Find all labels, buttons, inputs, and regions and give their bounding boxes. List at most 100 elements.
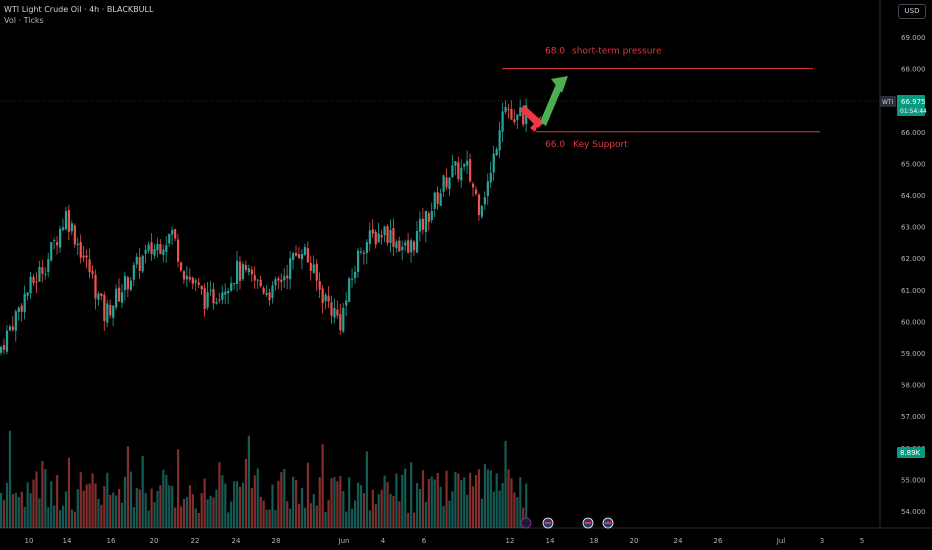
candle-body xyxy=(156,244,159,251)
candle-body xyxy=(413,241,416,251)
volume-bar xyxy=(56,475,59,528)
time-tick-label: 6 xyxy=(422,537,427,545)
volume-bar xyxy=(171,486,174,528)
candle-body xyxy=(345,300,348,306)
candle-body xyxy=(292,253,295,260)
candle-body xyxy=(362,252,366,255)
price-tick-label: 64.000 xyxy=(901,192,926,200)
volume-bar xyxy=(519,477,522,528)
volume-bar xyxy=(14,492,17,528)
candle-body xyxy=(238,261,242,281)
price-tick-label: 66.000 xyxy=(901,129,926,137)
volume-bar xyxy=(224,483,227,528)
time-tick-label: 18 xyxy=(590,537,599,545)
volume-bar xyxy=(265,509,268,528)
volume-bar xyxy=(250,487,253,528)
volume-bar xyxy=(525,483,528,528)
event-markers xyxy=(520,517,614,529)
candle-body xyxy=(480,206,484,217)
volume-bar xyxy=(513,492,516,528)
down-arrow-head xyxy=(530,115,542,132)
volume-bar xyxy=(100,504,103,528)
candle-body xyxy=(123,275,127,291)
currency-button[interactable]: USD xyxy=(898,4,926,19)
candle-body xyxy=(215,301,218,304)
volume-bar xyxy=(507,469,510,528)
volume-bar xyxy=(380,489,383,528)
candle-body xyxy=(336,309,339,316)
volume-bar xyxy=(174,507,177,528)
volume-bar xyxy=(522,507,525,528)
time-tick-label: 26 xyxy=(714,537,723,545)
candle-body xyxy=(371,229,374,234)
volume-bar xyxy=(200,493,203,528)
price-tick-label: 68.000 xyxy=(901,66,926,74)
volume-indicator-label[interactable]: Vol · Ticks xyxy=(4,16,44,25)
candle-body xyxy=(498,130,501,151)
volume-bar xyxy=(53,505,56,528)
volume-bar xyxy=(141,456,144,528)
candle-body xyxy=(463,164,466,167)
candle-body xyxy=(106,303,109,323)
volume-bar xyxy=(191,494,194,528)
candle-body xyxy=(427,213,430,222)
candle-body xyxy=(250,269,253,275)
dividend-event-icon[interactable] xyxy=(520,517,532,529)
volume-tag-bg xyxy=(897,447,925,458)
candle-body xyxy=(67,210,71,232)
candle-body xyxy=(330,302,333,316)
time-tick-label: 24 xyxy=(674,537,683,545)
candle-body xyxy=(174,229,177,239)
volume-bar xyxy=(483,463,486,528)
volume-bar xyxy=(510,478,513,528)
volume-bar xyxy=(300,488,304,528)
candle-body xyxy=(200,285,203,290)
candle-body xyxy=(354,271,357,279)
candle-body xyxy=(374,231,377,245)
volume-bar xyxy=(44,468,47,528)
candle-body xyxy=(100,293,103,297)
candle-body xyxy=(236,260,239,284)
time-tick-label: 14 xyxy=(546,537,555,545)
symbol-title[interactable]: WTI Light Crude Oil · 4h · BLACKBULL xyxy=(4,5,154,14)
volume-bar xyxy=(8,430,12,528)
candle-body xyxy=(118,287,121,302)
volume-bar xyxy=(289,508,292,528)
candle-body xyxy=(218,299,221,301)
candle-body xyxy=(197,282,200,285)
candle-body xyxy=(407,240,410,253)
line-annotation-text: Key Support xyxy=(573,140,628,150)
time-tick-label: Jun xyxy=(338,537,350,545)
volume-bar xyxy=(26,482,29,528)
candle-body xyxy=(188,276,191,280)
volume-bar xyxy=(421,470,425,528)
candle-body xyxy=(70,223,73,232)
volume-bar xyxy=(35,471,38,528)
volume-bar xyxy=(286,501,289,528)
volume-bar xyxy=(268,509,271,528)
price-tick-label: 60.000 xyxy=(901,318,926,326)
candle-body xyxy=(138,257,141,271)
volume-bar xyxy=(451,491,454,528)
candle-body xyxy=(247,268,250,273)
volume-bar xyxy=(85,484,88,528)
price-tick-label: 58.000 xyxy=(901,382,926,390)
price-tick-label: 61.000 xyxy=(901,287,926,295)
volume-bar xyxy=(516,497,519,528)
volume-bar xyxy=(466,494,469,528)
up-arrow-icon xyxy=(540,84,562,126)
volume-bar xyxy=(123,476,127,528)
bar-countdown: 01:54:44 xyxy=(900,108,927,115)
candle-body xyxy=(309,263,312,271)
candle-body xyxy=(14,311,17,331)
volume-bar xyxy=(150,488,153,528)
candle-body xyxy=(230,283,233,291)
candle-body xyxy=(94,274,97,299)
candle-body xyxy=(454,161,457,166)
candle-body xyxy=(129,280,132,290)
volume-bar xyxy=(454,472,457,528)
time-tick-label: Jul xyxy=(776,537,786,545)
candle-body xyxy=(64,211,68,230)
candle-body xyxy=(132,264,135,280)
